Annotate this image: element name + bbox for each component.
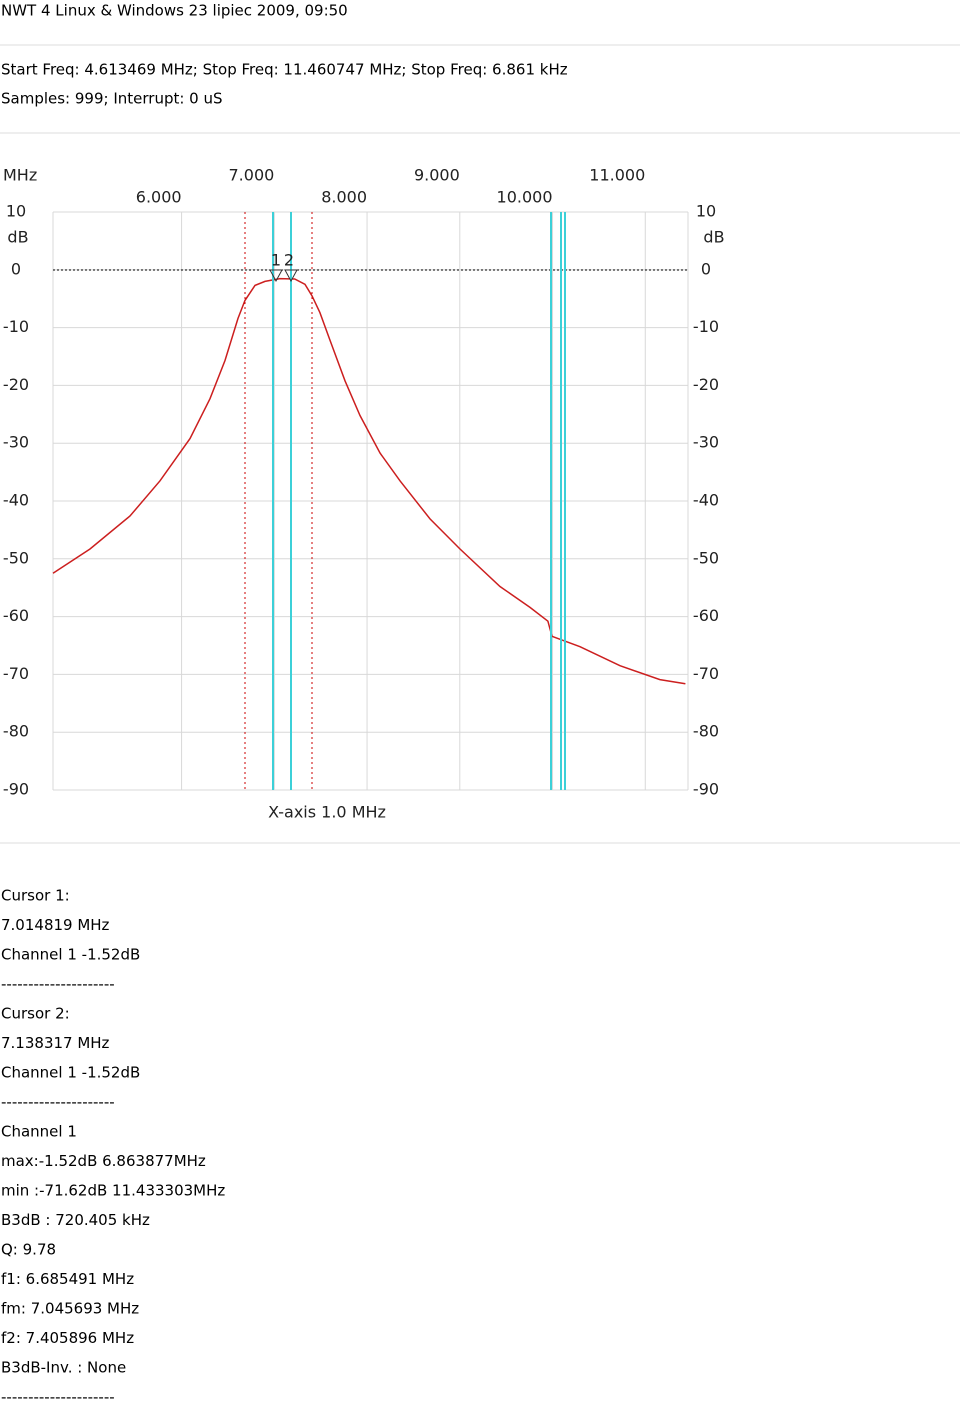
y-tick-label: -40 — [3, 491, 29, 510]
y-tick-label: -90 — [693, 780, 719, 799]
y-tick-label: -30 — [693, 433, 719, 452]
result-line: Cursor 2: — [1, 1005, 70, 1023]
result-line: f2: 7.405896 MHz — [1, 1329, 134, 1347]
cursors: 1 2 — [53, 212, 688, 790]
y-unit: dB — [703, 228, 724, 247]
cursor-label: 1 — [271, 251, 281, 270]
result-line: Channel 1 -1.52dB — [1, 946, 140, 964]
result-line: Q: 9.78 — [1, 1241, 56, 1259]
cursor-label: 2 — [284, 251, 294, 270]
result-line: B3dB : 720.405 kHz — [1, 1211, 150, 1229]
y-unit: dB — [7, 228, 28, 247]
result-line: 7.014819 MHz — [1, 916, 110, 934]
x-tick-label: 10.000 — [497, 188, 553, 207]
y-tick-label: -80 — [3, 722, 29, 741]
y-tick-label: 10 — [6, 202, 26, 221]
y-tick-label: -70 — [693, 664, 719, 683]
result-line: max:-1.52dB 6.863877MHz — [1, 1152, 206, 1170]
result-line: --------------------- — [1, 1388, 115, 1402]
y-tick-label: -80 — [693, 722, 719, 741]
x-unit: MHz — [3, 166, 37, 185]
y-tick-label: -10 — [693, 317, 719, 336]
y-tick-label: -50 — [693, 548, 719, 567]
params: Samples: 999; Interrupt: 0 uS — [1, 90, 223, 108]
params: Start Freq: 4.613469 MHz; Stop Freq: 11.… — [1, 61, 568, 79]
result-line: f1: 6.685491 MHz — [1, 1270, 134, 1288]
y-tick-label: -20 — [693, 375, 719, 394]
result-line: B3dB-Inv. : None — [1, 1359, 126, 1377]
result-line: 7.138317 MHz — [1, 1034, 110, 1052]
y-tick-label: -60 — [693, 606, 719, 625]
y-tick-label: 0 — [11, 259, 21, 278]
x-axis-label: X-axis 1.0 MHz — [268, 803, 386, 822]
y-tick-label: -20 — [3, 375, 29, 394]
result-line: fm: 7.045693 MHz — [1, 1300, 139, 1318]
result-line: Channel 1 — [1, 1123, 77, 1141]
y-tick-label: -60 — [3, 606, 29, 625]
trace — [52, 277, 686, 685]
x-tick-label: 6.000 — [136, 188, 182, 207]
x-tick-label: 8.000 — [321, 188, 367, 207]
x-tick-label: 11.000 — [589, 166, 645, 185]
cursor-marker — [269, 269, 298, 283]
y-tick-label: -90 — [3, 780, 29, 799]
y-tick-label: 0 — [701, 259, 711, 278]
x-tick-label: 9.000 — [414, 166, 460, 185]
plot — [52, 211, 689, 791]
y-tick-label: -50 — [3, 548, 29, 567]
result-line: --------------------- — [1, 1093, 115, 1111]
y-tick-label: -30 — [3, 433, 29, 452]
y-tick-label: -10 — [3, 317, 29, 336]
result-line: Cursor 1: — [1, 887, 70, 905]
result-line: --------------------- — [1, 975, 115, 993]
y-tick-label: -70 — [3, 664, 29, 683]
result-line: Channel 1 -1.52dB — [1, 1064, 140, 1082]
x-tick-label: 7.000 — [229, 166, 275, 185]
title: NWT 4 Linux & Windows 23 lipiec 2009, 09… — [1, 2, 348, 20]
result-line: min :-71.62dB 11.433303MHz — [1, 1182, 225, 1200]
y-tick-label: 10 — [696, 202, 716, 221]
y-tick-label: -40 — [693, 491, 719, 510]
